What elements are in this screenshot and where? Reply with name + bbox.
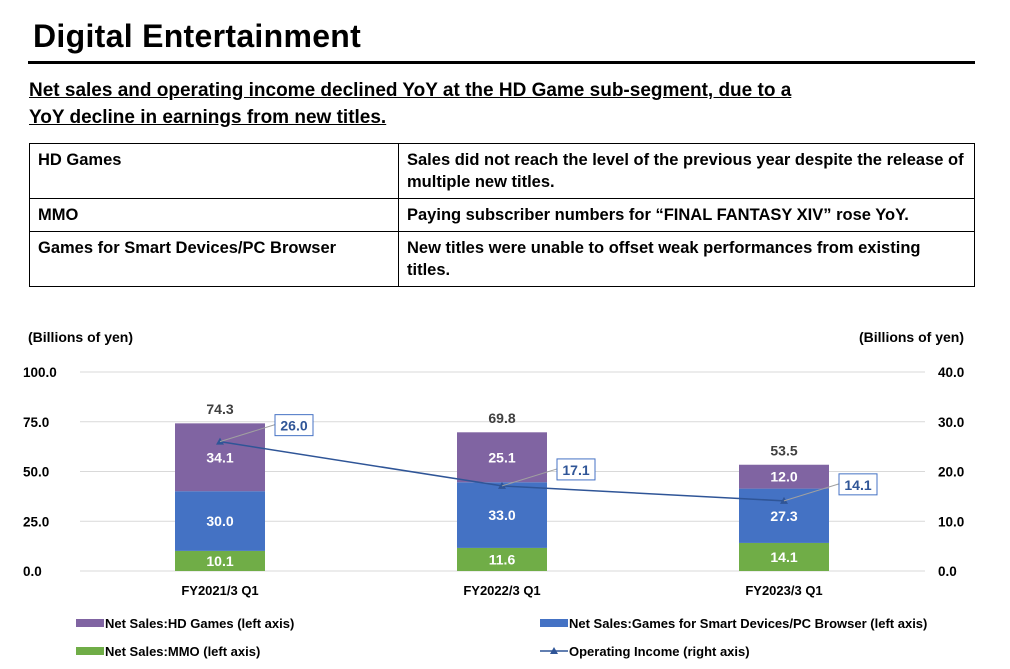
data-callout-box	[556, 458, 596, 481]
bar-value-label: 34.1	[206, 449, 233, 465]
category-label: FY2023/3 Q1	[745, 583, 822, 598]
data-callout-line	[219, 424, 276, 443]
category-label: FY2021/3 Q1	[181, 583, 258, 598]
bar-segment	[457, 482, 547, 548]
bar-value-label: 27.3	[770, 508, 797, 524]
legend-label: Net Sales:HD Games (left axis)	[105, 616, 294, 631]
segment-comment: New titles were unable to offset weak pe…	[398, 231, 975, 287]
legend-swatch	[76, 619, 104, 627]
bar-value-label: 30.0	[206, 513, 233, 529]
segment-table: HD Games Sales did not reach the level of…	[29, 143, 975, 287]
left-tick-label: 25.0	[23, 514, 49, 529]
right-tick-label: 0.0	[938, 564, 957, 579]
subtitle: Net sales and operating income declined …	[29, 80, 792, 128]
bar-value-label: 33.0	[488, 507, 515, 523]
bar-value-label: 12.0	[770, 469, 797, 485]
data-callout-box	[274, 414, 314, 437]
legend-label: Net Sales:MMO (left axis)	[105, 644, 260, 659]
operating-income-label: 17.1	[562, 462, 589, 478]
bar-segment	[739, 542, 829, 571]
table-row: MMO Paying subscriber numbers for “FINAL …	[29, 198, 975, 232]
operating-income-label: 14.1	[844, 477, 871, 493]
data-callout-box	[838, 473, 878, 496]
left-tick-label: 100.0	[23, 365, 57, 380]
bar-value-label: 25.1	[488, 449, 515, 465]
left-tick-label: 50.0	[23, 465, 49, 480]
right-tick-label: 40.0	[938, 365, 964, 380]
page-title: Digital Entertainment	[33, 18, 362, 54]
bar-segment	[457, 547, 547, 571]
bar-segment	[175, 491, 265, 551]
right-tick-label: 20.0	[938, 465, 964, 480]
legend-label: Net Sales:Games for Smart Devices/PC Bro…	[569, 616, 927, 631]
left-axis-label: (Billions of yen)	[28, 329, 133, 345]
category-label: FY2022/3 Q1	[463, 583, 540, 598]
data-callout-line	[501, 468, 558, 487]
left-tick-label: 0.0	[23, 564, 42, 579]
segment-comment: Paying subscriber numbers for “FINAL FAN…	[398, 198, 975, 232]
right-tick-label: 10.0	[938, 514, 964, 529]
bar-total-label: 74.3	[206, 401, 233, 417]
legend-label: Operating Income (right axis)	[569, 644, 750, 659]
bar-value-label: 10.1	[206, 553, 233, 569]
left-tick-label: 75.0	[23, 415, 49, 430]
right-tick-label: 30.0	[938, 415, 964, 430]
segment-name: Games for Smart Devices/PC Browser	[29, 231, 399, 287]
bar-total-label: 53.5	[770, 443, 797, 459]
bar-value-label: 11.6	[489, 551, 516, 567]
operating-income-label: 26.0	[280, 418, 307, 434]
bar-segment	[457, 432, 547, 483]
data-callout-line	[783, 483, 840, 502]
title-rule	[28, 61, 975, 64]
bar-segment	[175, 423, 265, 492]
bar-total-label: 69.8	[488, 410, 515, 426]
bar-value-label: 14.1	[770, 549, 797, 565]
bar-segment	[175, 550, 265, 571]
legend-marker-icon	[550, 647, 558, 654]
bar-segment	[739, 464, 829, 489]
right-axis-label: (Billions of yen)	[859, 329, 964, 345]
legend-swatch	[540, 619, 568, 627]
table-row: Games for Smart Devices/PC Browser New ti…	[29, 231, 975, 287]
legend-swatch	[76, 647, 104, 655]
segment-name: HD Games	[29, 143, 399, 199]
